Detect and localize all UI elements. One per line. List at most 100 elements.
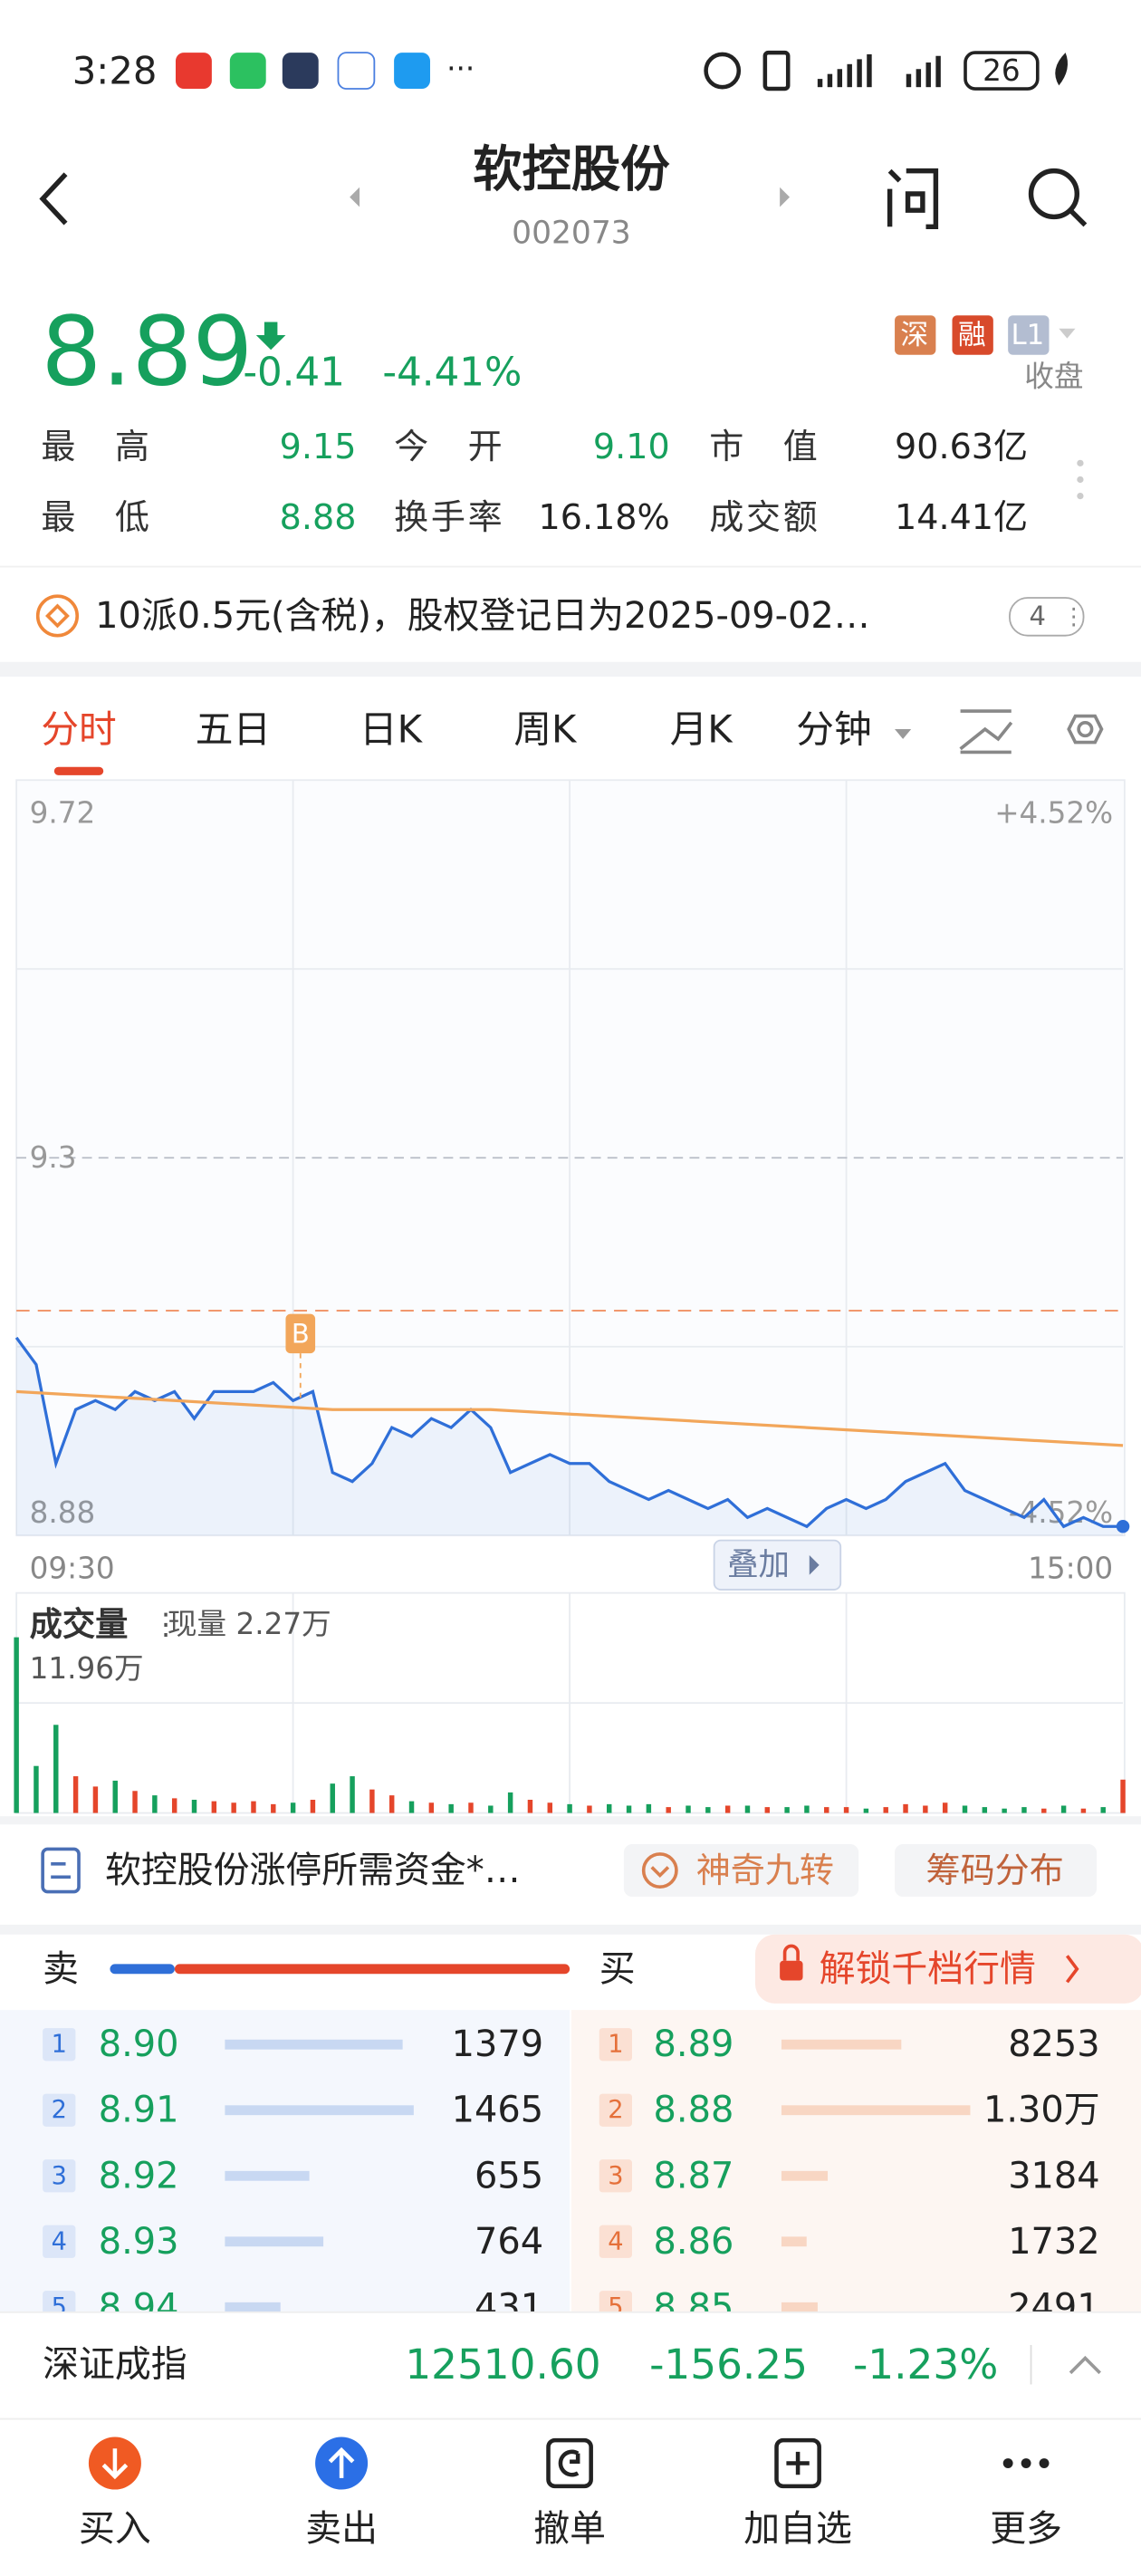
price-change-pct: -4.41% (382, 351, 522, 396)
search-button[interactable] (1028, 168, 1088, 227)
order-volume: 2491 (1008, 2286, 1099, 2328)
back-button[interactable] (39, 172, 68, 226)
nav-item[interactable]: 卖出 (305, 2508, 378, 2550)
separator (0, 1924, 1141, 1935)
lock-icon (782, 1944, 800, 1961)
volume-bar (1080, 1808, 1087, 1813)
lock-icon (780, 1960, 803, 1981)
volume-current: 现量 2.27万 (168, 1607, 331, 1641)
tab[interactable]: 周K (513, 707, 578, 752)
notice-count-box[interactable] (1009, 597, 1085, 637)
last-point (1116, 1520, 1130, 1533)
level-box (599, 2159, 632, 2193)
index-bar[interactable] (0, 2312, 1141, 2417)
order-volume: 764 (475, 2221, 543, 2263)
expand-button[interactable] (1069, 2355, 1101, 2375)
notice-count-dots: ⋮ (1062, 602, 1085, 630)
stat-value: 9.10 (593, 427, 670, 466)
volume-bar (72, 1776, 79, 1813)
tool-button[interactable] (895, 1844, 1098, 1898)
tab[interactable]: 日K (360, 707, 424, 752)
volume-bar (705, 1807, 711, 1813)
overlay-button[interactable] (713, 1539, 842, 1591)
nav-item[interactable]: 更多 (990, 2508, 1062, 2550)
next-stock[interactable] (780, 187, 791, 207)
buy-ratio (174, 1964, 570, 1975)
buy-panel (570, 2010, 1141, 2314)
buy-label: 买 (599, 1948, 636, 1990)
sell-ratio (110, 1964, 175, 1975)
badge-bg (1008, 315, 1050, 355)
status-time: 3:28 (72, 49, 158, 93)
volume-bar (1100, 1807, 1106, 1813)
y-tick-label: 8.88 (30, 1495, 96, 1530)
volume-bar (744, 1805, 751, 1813)
notice-text[interactable]: 10派0.5元(含税)，股权登记日为2025-09-02… (95, 595, 870, 637)
tab[interactable]: 分钟 (796, 707, 871, 752)
volume-bar (330, 1783, 335, 1813)
level: 2 (608, 2096, 623, 2124)
volume-bar (666, 1807, 671, 1813)
pct-label: +4.52% (994, 796, 1113, 831)
level: 1 (52, 2031, 67, 2059)
nav-item[interactable]: 撤单 (533, 2508, 606, 2550)
volume-bar (211, 1801, 217, 1813)
level-box (599, 2291, 632, 2312)
nav-item[interactable]: 买入 (79, 2508, 151, 2550)
tab[interactable]: 五日 (196, 707, 271, 752)
fund-text[interactable]: 软控股份涨停所需资金*… (105, 1850, 521, 1891)
unlock-chevron (1065, 1955, 1079, 1984)
volume-dots: ⋮ (151, 1607, 181, 1641)
order-volume: 431 (475, 2286, 543, 2328)
separator (0, 661, 1141, 678)
volume-bar (942, 1802, 948, 1813)
y-tick-label: 9.3 (30, 1140, 77, 1175)
ask-button[interactable] (887, 168, 939, 230)
more-dots[interactable] (1077, 459, 1084, 500)
order-bar (781, 2236, 807, 2247)
index-change: -156.25 (649, 2341, 808, 2389)
tool-icon (641, 1852, 678, 1889)
volume-bar (369, 1789, 375, 1813)
order-price: 8.89 (654, 2023, 734, 2065)
prev-stock[interactable] (350, 187, 360, 207)
separator (0, 1816, 1141, 1825)
order-volume: 8253 (1008, 2023, 1099, 2065)
order-bar (225, 2170, 310, 2181)
tab[interactable]: 月K (670, 707, 734, 752)
nav-item[interactable]: 加自选 (743, 2508, 852, 2550)
volume-bar (863, 1808, 869, 1813)
level: 2 (52, 2096, 67, 2124)
stat-value: 8.88 (280, 497, 357, 537)
order-book: 1 8.90 1379 2 8.91 1465 3 8.92 655 4 8.93 764 5 8.94 4… (43, 1964, 1100, 2328)
index-change-pct: -1.23% (853, 2341, 998, 2389)
x-tick-label: 15:00 (1028, 1551, 1113, 1585)
chart-settings[interactable] (959, 709, 1104, 755)
order-price: 8.88 (654, 2090, 734, 2131)
order-bar (781, 2170, 829, 2181)
tab-dropdown (895, 729, 912, 739)
badge-bg (895, 315, 936, 355)
tabs: 分时 五日 日K 周K 月K 分钟 (41, 707, 872, 775)
fund-icon (41, 1847, 81, 1894)
volume-bar (1041, 1808, 1047, 1813)
volume-bar (804, 1805, 810, 1813)
volume-bar (251, 1801, 256, 1813)
level: 4 (52, 2227, 67, 2255)
stat-label: 换手率 (394, 497, 503, 537)
order-price: 8.87 (654, 2155, 734, 2196)
volume-bar (448, 1803, 454, 1813)
tool-button[interactable] (623, 1844, 859, 1898)
index-name: 深证成指 (43, 2344, 187, 2386)
bottom-nav: 买入 卖出 撤单 加自选 更多 (79, 2508, 1062, 2550)
order-bar (225, 2302, 281, 2312)
volume-title: 成交量 (30, 1605, 129, 1644)
level: 3 (608, 2162, 623, 2190)
svg-text:···: ··· (446, 52, 475, 86)
tab[interactable]: 分时 (41, 707, 116, 752)
tool-icon (650, 1866, 670, 1879)
avg-line (16, 1389, 1124, 1447)
volume-bar (883, 1807, 888, 1813)
unlock-button[interactable] (754, 1934, 1141, 2004)
volume-bar (468, 1802, 474, 1813)
